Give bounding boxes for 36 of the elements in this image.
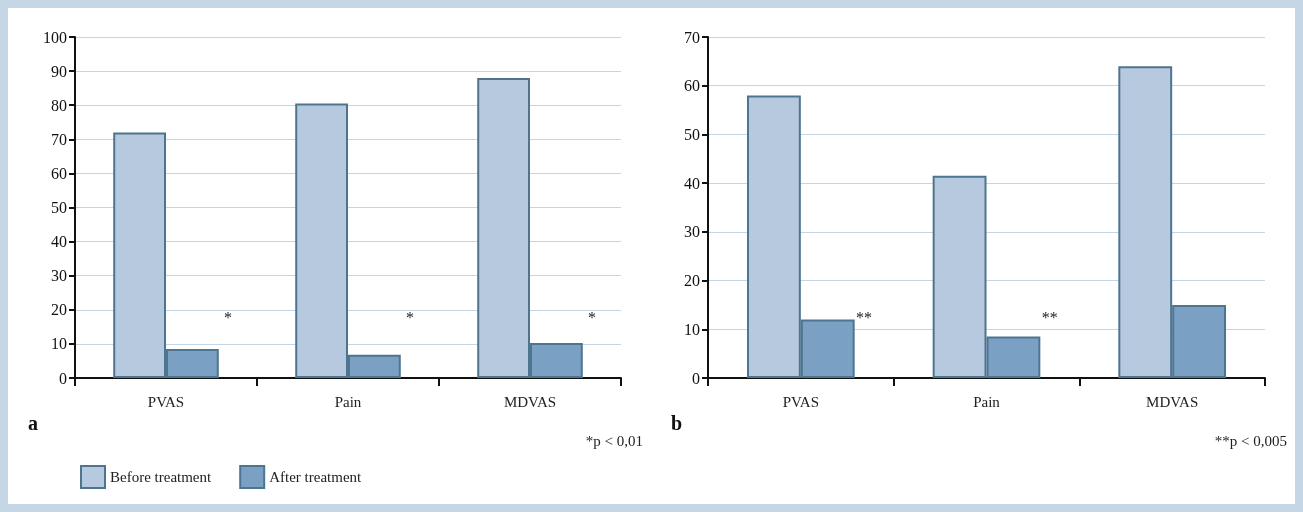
y-tick-label: 0 [59, 369, 67, 387]
y-tick-label: 100 [43, 28, 67, 46]
y-tick-label: 90 [51, 62, 67, 80]
text: *p < 0,01 [585, 432, 644, 449]
text: **p < 0,005 [1214, 432, 1288, 449]
y-tick-label: 50 [684, 125, 700, 143]
x-tick-label: PVAS [782, 393, 820, 410]
x-tick-label: PVAS [147, 393, 185, 410]
x-tick-label: Pain [973, 393, 1001, 410]
y-tick-label: 40 [51, 233, 67, 251]
y-tick-label: 30 [51, 267, 67, 285]
y-tick-label: 20 [51, 301, 67, 319]
y-tick-label: 60 [51, 164, 67, 182]
text: b [671, 412, 683, 434]
y-tick-label: 0 [692, 369, 700, 387]
y-tick-label: 60 [684, 77, 700, 95]
y-tick-label: 70 [684, 28, 700, 46]
y-tick-label: 10 [684, 320, 700, 338]
legend-label: Before treatment [110, 469, 213, 485]
y-tick-label: 30 [684, 223, 700, 241]
y-tick-label: 80 [51, 96, 67, 114]
y-tick-label: 20 [684, 272, 700, 290]
y-tick-label: 40 [684, 174, 700, 192]
x-tick-label: MDVAS [1146, 393, 1199, 410]
annotation: * [587, 309, 596, 327]
x-tick-label: MDVAS [503, 393, 557, 410]
legend-label: After treatment [269, 469, 363, 485]
annotation: * [405, 309, 414, 327]
y-tick-label: 70 [51, 130, 67, 148]
x-tick-label: Pain [334, 393, 362, 410]
annotation: ** [1041, 309, 1058, 327]
annotation: ** [855, 309, 872, 327]
y-tick-label: 10 [51, 335, 67, 353]
y-tick-label: 50 [51, 199, 67, 216]
annotation: * [223, 309, 232, 327]
text: a [28, 412, 38, 434]
